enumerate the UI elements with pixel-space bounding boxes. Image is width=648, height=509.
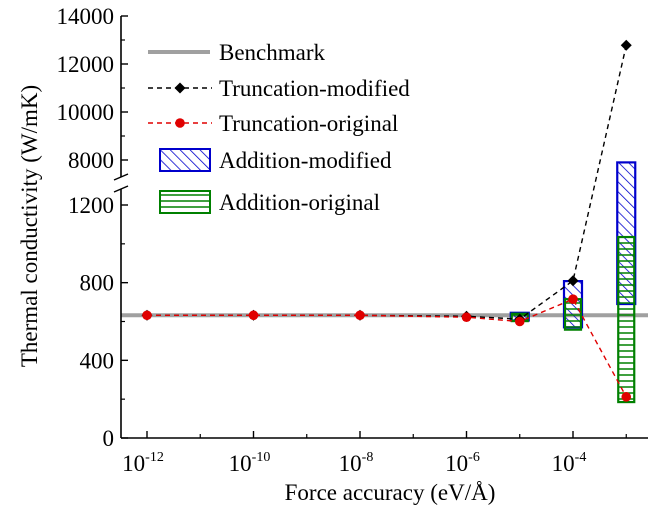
- truncation-original-point-0: [142, 310, 152, 321]
- x-tick-label: 10-10: [229, 450, 271, 476]
- x-tick-label: 10-6: [445, 450, 480, 476]
- x-tick-label: 10-4: [552, 450, 587, 476]
- truncation-original-point-2: [355, 310, 365, 321]
- y-tick-label: 400: [80, 348, 115, 373]
- truncation-original-point-4: [514, 316, 525, 327]
- y-tick-label: 14000: [57, 4, 115, 29]
- legend-label-truncation-modified: Truncation-modified: [219, 76, 410, 101]
- axes: [113, 15, 648, 439]
- legend-label-addition-modified: Addition-modified: [219, 148, 392, 173]
- legend-label-benchmark: Benchmark: [219, 40, 326, 65]
- truncation-modified-point-6: [620, 39, 632, 51]
- y-axis-break-mark: [113, 185, 129, 193]
- legend-swatch-addition-original: [159, 190, 211, 214]
- y-tick-label: 800: [80, 271, 115, 296]
- legend-marker-truncation-modified: [174, 82, 186, 94]
- y-tick-label: 10000: [57, 100, 115, 125]
- x-tick-label: 10-8: [339, 450, 374, 476]
- y-tick-label: 0: [103, 426, 115, 451]
- y-tick-label: 1200: [68, 193, 114, 218]
- tick-labels: 0 400 800 1200 8000 10000 12000 14000 10-12 10-10…: [57, 4, 587, 476]
- x-axis-label: Force accuracy (eV/Å): [285, 480, 496, 505]
- legend-swatch-addition-modified: [159, 148, 211, 172]
- legend-label-addition-original: Addition-original: [219, 190, 380, 215]
- truncation-original-point-3: [461, 312, 472, 323]
- addition-original-box-2: [617, 235, 636, 404]
- legend: Benchmark Truncation-modified Truncation-o…: [148, 40, 410, 215]
- y-tick-label: 8000: [68, 148, 114, 173]
- y-tick-label: 12000: [57, 52, 115, 77]
- truncation-original-point-6: [621, 392, 632, 402]
- truncation-original-point-5: [568, 294, 578, 304]
- y-axis-break-mark: [113, 173, 129, 181]
- truncation-modified-point-5: [567, 275, 579, 287]
- y-axis-label: Thermal conductivity (W/mK): [17, 85, 42, 367]
- legend-label-truncation-original: Truncation-original: [219, 111, 398, 136]
- plot-area: [121, 39, 648, 404]
- legend-marker-truncation-original: [175, 118, 185, 128]
- x-tick-label: 10-12: [122, 450, 164, 476]
- truncation-original-point-1: [248, 310, 259, 321]
